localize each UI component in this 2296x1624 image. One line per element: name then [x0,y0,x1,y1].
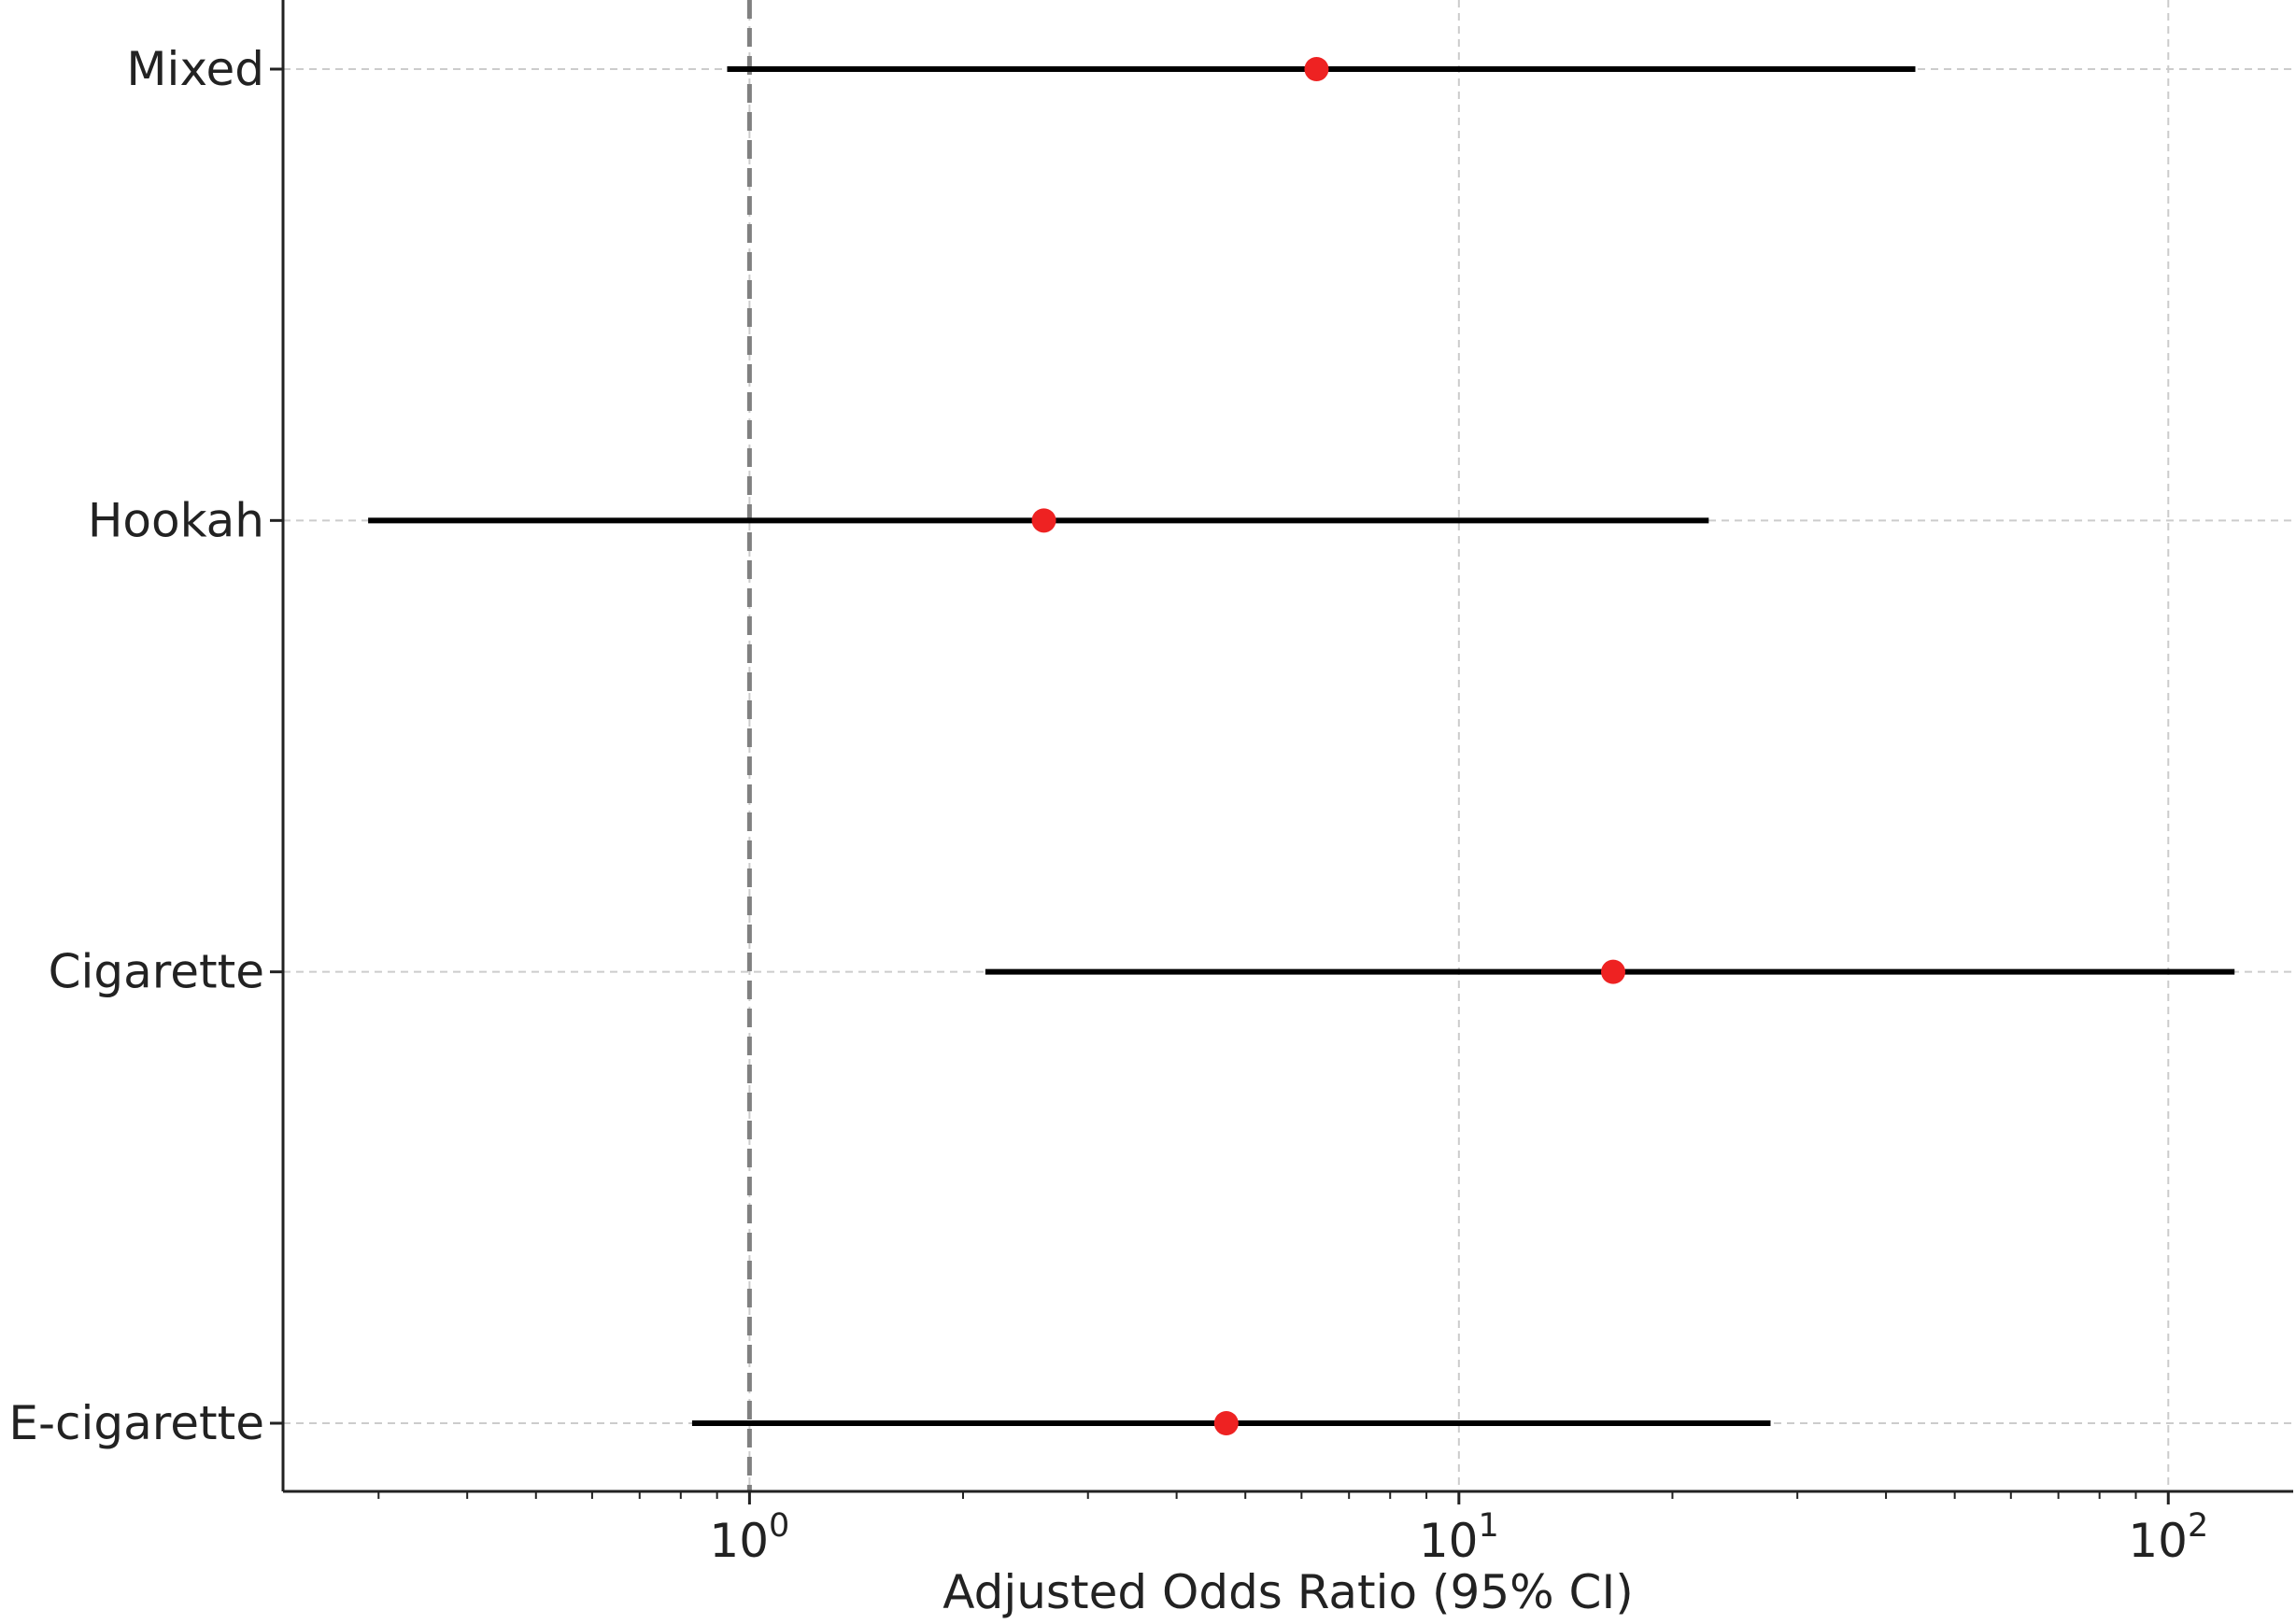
category-label-mixed: Mixed [126,42,264,96]
x-tick-label-base: 10 [709,1514,769,1568]
category-label-hookah: Hookah [88,493,264,547]
point-cigarette [1600,959,1625,984]
x-tick-label-exponent: 1 [1479,1507,1499,1545]
x-tick-label-base: 10 [1419,1514,1479,1568]
confidence-intervals [368,66,2235,1426]
category-label-e-cigarette: E-cigarette [8,1396,264,1450]
point-mixed [1304,57,1329,81]
axes [270,0,2293,1504]
point-estimates [1031,57,1625,1435]
x-axis-title: Adjusted Odds Ratio (95% CI) [942,1565,1633,1619]
x-tick-label-2: 102 [2128,1507,2208,1568]
x-tick-label-0: 100 [709,1507,789,1568]
point-e-cigarette [1213,1411,1239,1435]
x-tick-label-1: 101 [1419,1507,1499,1568]
x-tick-label-exponent: 0 [769,1507,789,1545]
x-tick-label-base: 10 [2128,1514,2188,1568]
grid-lines [283,0,2293,1491]
category-label-cigarette: Cigarette [49,945,264,999]
point-hookah [1031,508,1056,533]
x-tick-label-exponent: 2 [2188,1507,2208,1545]
